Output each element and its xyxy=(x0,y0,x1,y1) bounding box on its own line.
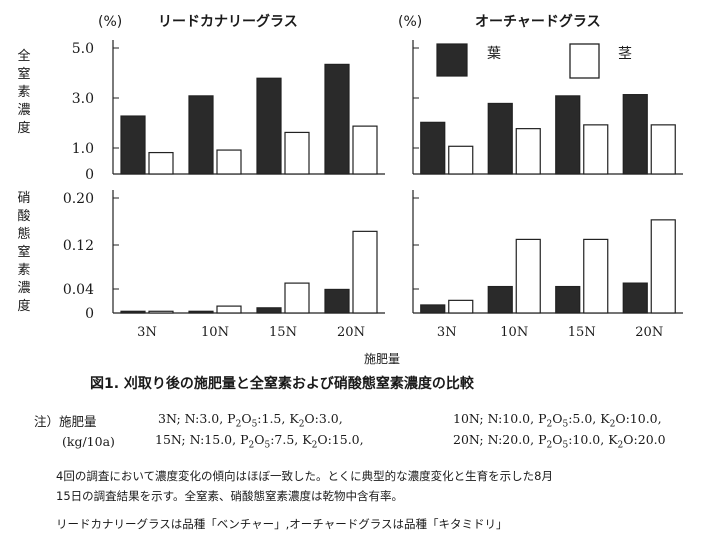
stem-bar-3N xyxy=(448,299,474,314)
leaf-bar-15N xyxy=(555,285,581,314)
leaf-bar-3N xyxy=(120,115,146,175)
notes-row-20n: 20N; N:20.0, P2O5:10.0, K2O:20.0 xyxy=(453,432,666,451)
leaf-bar-20N xyxy=(324,63,350,175)
leaf-bar-10N xyxy=(188,95,214,175)
stem-bar-10N xyxy=(515,238,541,314)
leaf-bar-10N xyxy=(188,310,214,314)
stem-bar-20N xyxy=(352,230,378,314)
x-tick-label: 15N xyxy=(269,325,297,340)
stem-bar-10N xyxy=(216,305,242,314)
y-tick-label: 1.0 xyxy=(72,141,94,157)
stem-bar-10N xyxy=(216,149,242,175)
x-tick-label: 20N xyxy=(635,325,663,340)
stem-bar-15N xyxy=(284,131,310,175)
figure-caption: 図1. 刈取り後の施肥量と全窒素および硝酸態窒素濃度の比較 xyxy=(90,376,474,392)
notes-row-10n: 10N; N:10.0, P2O5:5.0, K2O:10.0, xyxy=(453,411,662,430)
y-tick-label: 5.0 xyxy=(72,41,94,57)
notes-unit: (kg/10a) xyxy=(62,434,115,449)
y-tick-label: 3.0 xyxy=(72,91,94,107)
panel-title-orchardgrass: オーチャードグラス xyxy=(475,13,601,30)
unit-label-left: (%) xyxy=(98,14,122,30)
legend-leaf-swatch xyxy=(436,43,468,77)
stem-bar-15N xyxy=(284,282,310,314)
y-tick-label: 0 xyxy=(85,167,94,183)
stem-bar-3N xyxy=(448,145,474,175)
panel-title-reed-canarygrass: リードカナリーグラス xyxy=(158,13,298,30)
x-tick-label: 3N xyxy=(437,325,457,340)
y-tick-label: 0.04 xyxy=(63,282,94,298)
stem-bar-20N xyxy=(352,125,378,175)
x-tick-label: 10N xyxy=(201,325,229,340)
x-tick-label: 20N xyxy=(337,325,365,340)
leaf-bar-10N xyxy=(487,285,513,314)
stem-bar-20N xyxy=(650,219,676,314)
chart-canvas: 5.0 3.0 1.0 0 0.20 0.12 0.04 0 3N 10N 15N 20N 3N 10N 1… xyxy=(63,13,683,340)
x-axis-label: 施肥量 xyxy=(364,352,401,366)
leaf-bar-3N xyxy=(420,121,446,175)
stem-bar-10N xyxy=(515,128,541,175)
unit-label-right: (%) xyxy=(398,14,422,30)
leaf-bar-10N xyxy=(487,102,513,175)
notes-varieties: リードカナリーグラスは品種「ベンチャー」,オーチャードグラスは品種「キタミドリ」 xyxy=(56,517,508,531)
stem-bar-20N xyxy=(650,124,676,175)
notes-row-3n: 3N; N:3.0, P2O5:1.5, K2O:3.0, xyxy=(158,411,343,430)
legend-stem-swatch xyxy=(569,43,600,79)
leaf-bar-15N xyxy=(256,307,282,314)
leaf-bar-20N xyxy=(622,282,648,314)
y-tick-label: 0 xyxy=(85,306,94,322)
notes-paragraph-line1: 4回の調査において濃度変化の傾向はほぼ一致した。とくに典型的な濃度変化と生育を示… xyxy=(56,469,553,483)
leaf-bar-15N xyxy=(555,95,581,175)
stem-bar-15N xyxy=(583,124,609,175)
leaf-bar-3N xyxy=(420,304,446,314)
y-tick-label: 0.20 xyxy=(63,191,94,207)
legend-leaf-label: 葉 xyxy=(487,46,501,62)
notes-paragraph-line2: 15日の調査結果を示す。全窒素、硝酸態窒素濃度は乾物中含有率。 xyxy=(56,489,403,503)
y-tick-label: 0.12 xyxy=(63,238,94,254)
leaf-bar-20N xyxy=(324,288,350,314)
stem-bar-15N xyxy=(583,238,609,314)
stem-bar-3N xyxy=(148,310,174,314)
stem-bar-3N xyxy=(148,151,174,175)
y-axis-label-nitrate-n: 硝酸態窒素濃度 xyxy=(17,191,31,314)
legend-stem-label: 茎 xyxy=(618,46,632,62)
x-tick-label: 10N xyxy=(500,325,528,340)
leaf-bar-15N xyxy=(256,77,282,175)
notes-row-15n: 15N; N:15.0, P2O5:7.5, K2O:15.0, xyxy=(155,432,364,451)
leaf-bar-20N xyxy=(622,94,648,175)
x-tick-label: 3N xyxy=(137,325,157,340)
leaf-bar-3N xyxy=(120,310,146,314)
y-axis-label-total-n: 全窒素濃度 xyxy=(17,49,31,136)
x-tick-label: 15N xyxy=(568,325,596,340)
notes-label: 注）施肥量 xyxy=(34,414,97,429)
